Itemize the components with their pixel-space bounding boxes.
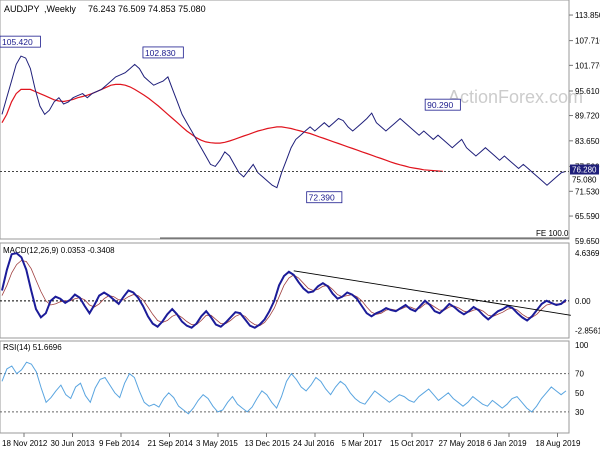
macd-panel: MACD(12,26,9) 0.0353 -0.3408 4.6369 0.00 -…	[0, 242, 600, 339]
price-tick-label: 83.650	[575, 137, 600, 146]
price-axis: 113.850 107.710 101.770 95.610 89.720 83.650 7…	[569, 11, 600, 246]
date-tick-label: 15 Oct 2017	[390, 439, 434, 448]
price-annotation-box	[142, 46, 184, 59]
chart-timeframe: ,Weekly	[44, 4, 76, 14]
chart-symbol: AUDJPY	[4, 4, 40, 14]
current-price-tag	[570, 174, 599, 185]
current-price-tag-label: 76.280	[572, 166, 597, 175]
rsi-tick-label: 30	[575, 408, 584, 417]
price-annotation-label: 102.830	[145, 48, 176, 58]
chart-ohlc: 76.243 76.509 74.853 75.080	[88, 4, 206, 14]
rsi-tick-label: 50	[575, 389, 584, 398]
date-tick-label: 27 May 2018	[439, 439, 486, 448]
price-tick-label: 101.770	[575, 61, 600, 70]
date-tick-label: 13 Dec 2015	[245, 439, 291, 448]
price-annotation-label: 90.290	[427, 100, 453, 110]
rsi-title: RSI(14) 51.6696	[3, 343, 62, 352]
date-tick-label: 18 Nov 2012	[2, 439, 48, 448]
price-annotation: 102.830	[142, 46, 184, 59]
price-annotation: 90.290	[424, 98, 461, 111]
date-tick-label: 5 Mar 2017	[342, 439, 383, 448]
price-annotation-box	[424, 98, 461, 111]
rsi-panel: RSI(14) 51.6696 100 70 50 30 18 Nov 2012 30 …	[0, 340, 589, 448]
rsi-axis: 100 70 50 30	[0, 341, 589, 417]
macd-tick-label: -2.8561	[575, 326, 600, 335]
current-price-tag	[570, 164, 599, 175]
price-annotation: 105.420	[0, 35, 41, 48]
price-tick-label: 113.850	[575, 11, 600, 20]
date-axis: 18 Nov 2012 30 Jun 2013 9 Feb 2014 21 Sep 2…	[2, 433, 581, 448]
fe-label: FE 100.0	[536, 229, 569, 238]
price-annotation-box	[0, 35, 41, 48]
price-annotation-label: 105.420	[2, 37, 33, 47]
date-tick-label: 6 Jan 2019	[487, 439, 527, 448]
price-line	[1, 55, 567, 189]
rsi-tick-label: 100	[575, 341, 589, 350]
price-annotations: 105.420 102.830 72.390 90.290	[0, 35, 461, 204]
current-price-tag-label: 75.080	[572, 176, 597, 185]
price-tick-label: 65.590	[575, 212, 600, 221]
macd-tick-label: 4.6369	[575, 249, 600, 258]
price-panel: ActionForex.com 113.850 107.710 101.770 95.…	[0, 0, 600, 246]
price-annotation: 72.390	[306, 191, 343, 204]
date-tick-label: 9 Feb 2014	[99, 439, 140, 448]
macd-trendline	[293, 270, 571, 316]
rsi-line	[1, 361, 567, 415]
price-panel-frame	[0, 0, 570, 240]
macd-signal-line	[1, 260, 567, 327]
price-tick-label: 89.720	[575, 112, 600, 121]
date-tick-label: 30 Jun 2013	[51, 439, 96, 448]
price-tick-label: 95.610	[575, 87, 600, 96]
price-annotation-label: 72.390	[309, 193, 335, 203]
price-tick-label: 59.650	[575, 237, 600, 246]
price-tick-label: 107.710	[575, 37, 600, 46]
macd-line	[1, 252, 567, 329]
macd-tick-label: 0.00	[575, 297, 591, 306]
header-text: AUDJPY ,Weekly 76.243 76.509 74.853 75.0…	[4, 4, 206, 14]
macd-axis: 4.6369 0.00 -2.8561	[575, 249, 600, 336]
date-tick-label: 18 Aug 2019	[536, 439, 581, 448]
date-tick-label: 3 May 2015	[196, 439, 238, 448]
watermark: ActionForex.com	[448, 87, 583, 107]
date-tick-label: 24 Jul 2016	[293, 439, 335, 448]
macd-title: MACD(12,26,9) 0.0353 -0.3408	[3, 246, 115, 255]
price-annotation-box	[306, 191, 343, 204]
date-tick-label: 21 Sep 2014	[148, 439, 194, 448]
price-tick-label: 71.530	[575, 187, 600, 196]
moving-average-line	[1, 83, 443, 172]
rsi-tick-label: 70	[575, 370, 584, 379]
macd-panel-frame	[0, 242, 570, 339]
